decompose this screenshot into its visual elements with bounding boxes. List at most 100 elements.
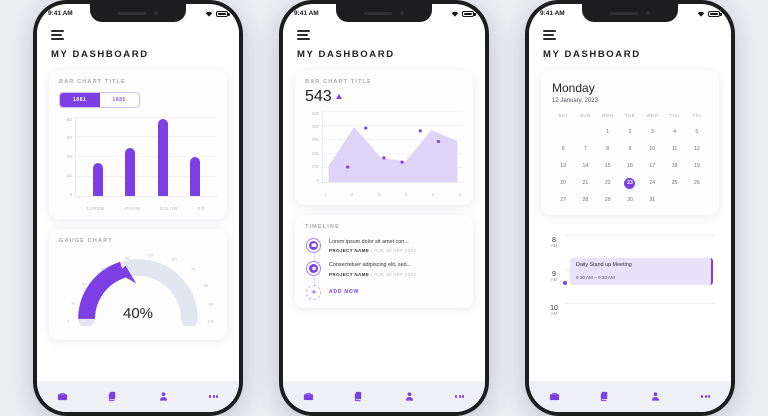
schedule-line	[565, 234, 715, 269]
calendar-day[interactable]: 20	[560, 179, 567, 186]
calendar-blank	[552, 127, 574, 138]
calendar-day[interactable]: 19	[693, 162, 700, 169]
plus-icon[interactable]	[306, 284, 321, 300]
timeline-project: PROJECT NAME	[329, 271, 370, 277]
calendar-day[interactable]: 28	[582, 196, 589, 203]
page-header: MY DASHBOARD	[37, 23, 239, 60]
nav-documents-icon[interactable]	[107, 391, 118, 402]
nav-person-icon[interactable]	[158, 391, 169, 402]
gauge-chart-card: GAUGE CHART 0 10 20 30 40	[49, 228, 227, 340]
calendar-weekday: SUN	[579, 112, 591, 118]
bar-chart-card: BAR CHART TITLE 1881 1885 80 60 40 20	[49, 69, 227, 219]
nav-briefcase-icon[interactable]	[549, 391, 560, 402]
phone-1: 9:41 AM MY DASHBOARD BAR CHART TITLE 188…	[33, 0, 243, 416]
timeline-item[interactable]: Lorem ipsum dolor sit amet con... PROJEC…	[305, 237, 463, 263]
nav-more-dots-icon[interactable]	[454, 391, 465, 402]
schedule-hour: 8 AM	[550, 236, 558, 248]
calendar-day[interactable]: 31	[649, 196, 656, 203]
timeline-item[interactable]: Consectetuer adipiscing elit, sed... PRO…	[305, 261, 463, 286]
bottom-nav-2	[283, 381, 485, 412]
calendar-day[interactable]: 21	[582, 179, 589, 186]
calendar-weekday: WED	[646, 112, 659, 118]
x-tick: 4	[404, 191, 408, 197]
calendar-weekday: SAT	[558, 112, 569, 118]
timeline-text: Consectetuer adipiscing elit, sed...	[329, 262, 412, 269]
timeline-marker	[305, 237, 322, 263]
event-title: Daily Stand up Meeting	[576, 261, 632, 268]
bar-chart-plot	[75, 116, 217, 197]
calendar-day[interactable]: 9	[628, 145, 632, 152]
y-tick: 500	[311, 110, 319, 116]
schedule-row: 9 AM Daily Stand up Meeting 9:30 AM – 9:30 …	[543, 257, 715, 303]
schedule-row: 10 AM	[543, 302, 715, 337]
calendar-day[interactable]: 4	[673, 128, 676, 135]
gauge-chart-title: GAUGE CHART	[59, 237, 113, 244]
calendar-day[interactable]: 2	[628, 128, 632, 135]
timeline-marker	[305, 284, 322, 300]
bottom-nav-3	[529, 381, 731, 412]
area-chart-title: BAR CHART TITLE	[305, 78, 372, 85]
calendar-day[interactable]: 24	[649, 179, 656, 186]
nav-person-icon[interactable]	[404, 391, 415, 402]
calendar-day[interactable]: 14	[582, 162, 589, 169]
y-tick: 400	[311, 123, 319, 129]
calendar-event[interactable]: Daily Stand up Meeting 9:30 AM – 9:30 AM	[570, 257, 713, 285]
calendar-day[interactable]: 26	[693, 179, 700, 186]
calendar-day[interactable]: 27	[560, 196, 567, 203]
notch	[336, 4, 432, 22]
calendar-grid[interactable]: 1 2 3 4 5 6 7 8 9 10 11 12 13 14 15 16 17 18 19 20 21 22 23 24 2…	[552, 127, 708, 206]
calendar-day[interactable]: 3	[650, 128, 654, 135]
timeline-card: TIMELINE Lorem ipsum dolor sit amet con.…	[295, 214, 473, 308]
calendar-day[interactable]: 30	[627, 196, 633, 203]
calendar-day[interactable]: 17	[649, 162, 656, 169]
gauge-tick-0: 0	[67, 318, 70, 324]
nav-documents-icon[interactable]	[353, 391, 364, 402]
calendar-day[interactable]: 16	[627, 162, 633, 169]
nav-briefcase-icon[interactable]	[303, 391, 314, 402]
wifi-icon	[697, 11, 705, 17]
year-toggle[interactable]: 1881 1885	[59, 91, 141, 108]
calendar-day[interactable]: 22	[604, 179, 611, 186]
hamburger-menu-icon[interactable]	[543, 30, 556, 40]
gauge-tick-50: 50	[148, 252, 153, 258]
nav-more-dots-icon[interactable]	[700, 391, 711, 402]
area-chart-x-axis: 1 2 3 4 5 6	[322, 192, 463, 197]
calendar-day[interactable]: 8	[606, 145, 610, 152]
hamburger-menu-icon[interactable]	[51, 30, 64, 40]
page-title: MY DASHBOARD	[543, 48, 641, 60]
x-tick: 3	[377, 191, 381, 197]
toggle-option-1885[interactable]: 1885	[112, 96, 127, 103]
gauge-tick-10: 10	[70, 300, 76, 306]
calendar-day[interactable]: 13	[560, 162, 567, 169]
status-bar: 9:41 AM	[37, 4, 239, 23]
calendar-day[interactable]: 15	[604, 162, 611, 169]
calendar-day[interactable]: 1	[606, 128, 610, 135]
nav-person-icon[interactable]	[650, 391, 661, 402]
schedule-hour: 9 AM	[550, 270, 558, 282]
battery-icon	[462, 10, 476, 17]
calendar-day[interactable]: 5	[695, 128, 699, 135]
calendar-day[interactable]: 11	[671, 145, 678, 152]
calendar-day[interactable]: 10	[649, 145, 656, 152]
calendar-day[interactable]: 18	[671, 162, 678, 169]
nav-more-dots-icon[interactable]	[208, 391, 219, 402]
hamburger-menu-icon[interactable]	[297, 30, 310, 40]
calendar-day[interactable]: 7	[583, 145, 587, 152]
camera-icon	[400, 11, 404, 15]
calendar-day[interactable]: 25	[671, 179, 678, 186]
calendar-day[interactable]: 6	[561, 145, 565, 152]
timeline-add-row[interactable]: ADD NOW	[305, 284, 463, 300]
calendar-day[interactable]: 12	[693, 145, 700, 152]
phone-3-cards: Monday 12 January, 2023 SAT SUN MON TUE WED T…	[529, 60, 731, 381]
calendar-day[interactable]: 29	[604, 196, 611, 203]
schedule-line	[565, 302, 715, 337]
toggle-option-1881[interactable]: 1881	[60, 92, 100, 107]
add-now-label[interactable]: ADD NOW	[329, 288, 360, 295]
nav-briefcase-icon[interactable]	[57, 391, 68, 402]
nav-documents-icon[interactable]	[599, 391, 610, 402]
timeline-content: Consectetuer adipiscing elit, sed... PRO…	[329, 261, 463, 277]
calendar-day-selected[interactable]: 23	[619, 177, 641, 189]
timeline-title: TIMELINE	[305, 223, 340, 230]
phone-1-page: MY DASHBOARD BAR CHART TITLE 1881 1885 8…	[37, 23, 239, 381]
y-tick: 0	[316, 177, 319, 183]
